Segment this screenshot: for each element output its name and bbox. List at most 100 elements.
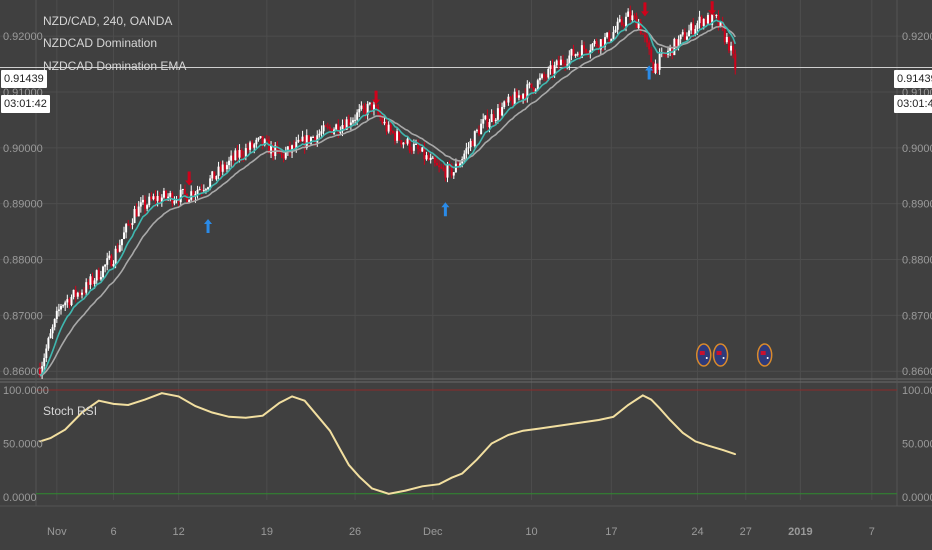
event-icons (696, 343, 773, 367)
candle-body (591, 43, 594, 51)
stoch-point (627, 404, 629, 406)
x-tick-label: Dec (423, 526, 443, 538)
candle-body (606, 32, 609, 38)
candle-body (711, 14, 714, 25)
news-flag-icon (696, 343, 712, 367)
candle-body (257, 137, 260, 140)
candle-body (129, 224, 132, 226)
candle-body (610, 38, 613, 42)
countdown-tag-right: 03:01:42 (894, 95, 932, 113)
stoch-point (507, 434, 510, 436)
stoch-point (245, 417, 247, 419)
candle-body (685, 36, 688, 40)
candle-body (127, 224, 130, 226)
candle-body (53, 318, 56, 328)
stoch-point (583, 421, 585, 423)
stoch-point (127, 404, 130, 406)
candle-body (698, 16, 701, 24)
candle-body (110, 255, 113, 267)
x-tick-label: 7 (869, 526, 875, 538)
candle-body (303, 136, 306, 149)
candle-body (688, 30, 691, 37)
candle-body (465, 148, 468, 154)
candle-body (114, 248, 117, 264)
candle-body (162, 190, 165, 198)
candle-body (564, 63, 567, 66)
stoch-point (161, 392, 163, 395)
candle-body (246, 148, 249, 150)
candle-body (547, 69, 550, 78)
candle-body (125, 224, 128, 233)
candle-body (557, 60, 560, 66)
candle-body (604, 37, 607, 47)
candle-body (530, 83, 533, 88)
candle-body (295, 141, 298, 149)
candle-body (95, 270, 98, 281)
candle-body (76, 292, 79, 297)
stoch-point (358, 475, 361, 478)
news-flag-icon (712, 343, 729, 367)
candle-body (343, 125, 346, 130)
candle-body (664, 54, 667, 56)
candle-body (463, 153, 466, 160)
candle-body (406, 138, 409, 144)
candle-body (335, 124, 338, 130)
news-flag-union (716, 351, 722, 355)
candle-body (179, 189, 182, 203)
candle-body (244, 148, 247, 157)
candle-body (91, 276, 94, 284)
candle-body (234, 150, 237, 161)
candle-body (177, 200, 180, 203)
candle-body (324, 125, 327, 127)
candle-body (251, 142, 254, 148)
candle-body (267, 139, 270, 154)
candle-body (566, 64, 569, 66)
candle-body (583, 45, 586, 50)
candle-body (593, 41, 596, 44)
candle-body (293, 145, 296, 149)
stoch-point (658, 407, 661, 409)
stoch-tick-label-right: 100.0000 (902, 385, 932, 397)
candle-body (45, 348, 48, 359)
candle-body (574, 54, 577, 57)
stoch-point (211, 411, 214, 414)
candle-body (396, 131, 399, 141)
candle-body (702, 18, 705, 26)
candle-body (328, 126, 331, 129)
candle-body (196, 190, 199, 194)
candle-body (440, 167, 443, 169)
candle-body (181, 189, 184, 191)
candle-body (286, 146, 289, 152)
candle-body (719, 21, 722, 27)
candle-body (570, 49, 573, 56)
candle-body (534, 89, 537, 92)
candle-body (198, 189, 201, 191)
candle-body (488, 122, 491, 128)
candle-body (595, 41, 598, 46)
candle-body (545, 77, 548, 79)
candle-body (532, 87, 535, 92)
candle-body (692, 23, 695, 35)
candle-body (146, 205, 149, 209)
candle-body (104, 264, 107, 267)
candle-body (43, 358, 46, 367)
candle-body (68, 299, 71, 306)
candle-body (236, 150, 239, 158)
candle-body (656, 63, 659, 70)
candle-body (559, 59, 562, 66)
candle-body (167, 196, 170, 198)
stoch-point (98, 399, 100, 402)
candle-body (219, 166, 222, 172)
price-tick-label-left: 0.88000 (3, 255, 43, 267)
candle-body (433, 157, 436, 163)
stoch-point (734, 453, 737, 456)
stoch-point (339, 449, 342, 451)
candle-body (490, 114, 493, 123)
candle-body (209, 178, 212, 188)
candle-body (622, 24, 625, 27)
candle-body (318, 133, 321, 136)
candle-body (704, 18, 707, 24)
x-tick-label: 10 (525, 526, 537, 538)
x-tick-label: 2019 (788, 526, 812, 538)
